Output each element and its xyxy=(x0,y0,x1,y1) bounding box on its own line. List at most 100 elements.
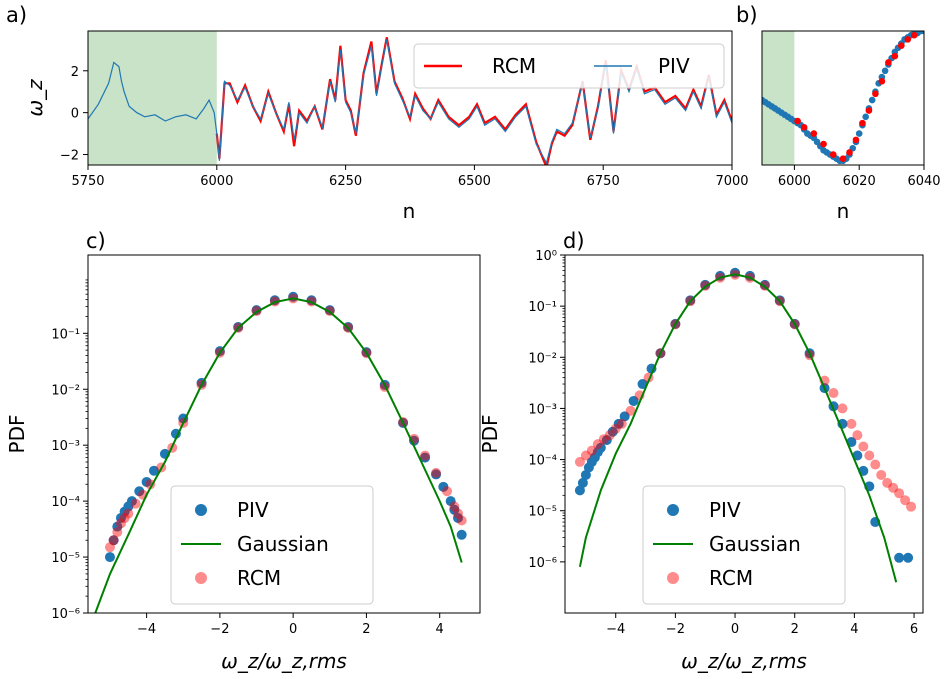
rcm-point xyxy=(592,439,603,450)
rcm-point xyxy=(898,42,905,49)
panel-c-ytick-label: 10⁻¹ xyxy=(51,327,80,342)
panel-d-ytick-label: 10⁻¹ xyxy=(528,300,557,315)
panel-b-frame xyxy=(761,30,925,166)
panel-b-xlabel: n xyxy=(837,199,850,223)
piv-point xyxy=(637,379,648,390)
panel-a: 5750 6000 6250 6500 6750 7000 −2 0 2 a) n ω_z RCM PIV xyxy=(6,3,749,223)
legend-piv-swatch xyxy=(667,504,679,516)
panel-d-plot xyxy=(574,267,917,583)
panel-d-ytick-label: 10⁻³ xyxy=(528,402,557,417)
gaussian-line xyxy=(578,273,898,583)
rcm-point xyxy=(625,405,636,416)
piv-point xyxy=(251,305,262,316)
panel-d-xlabel: ω_z/ω_z,rms xyxy=(681,649,807,673)
rcm-point xyxy=(610,423,621,434)
rcm-point xyxy=(864,450,875,461)
rcm-point xyxy=(453,508,464,519)
panel-a-xtick-label: 6250 xyxy=(329,174,362,189)
rcm-point xyxy=(885,59,892,66)
rcm-point xyxy=(859,119,866,127)
rcm-point xyxy=(872,90,879,98)
piv-point xyxy=(628,395,639,406)
rcm-point xyxy=(852,430,863,441)
panel-a-label: a) xyxy=(6,3,27,27)
panel-c-xtick-label: 0 xyxy=(289,622,297,637)
rcm-point xyxy=(910,31,918,39)
panel-d-ytick-label: 10⁻⁶ xyxy=(528,556,557,571)
legend-gaussian-label: Gaussian xyxy=(237,532,329,556)
panel-a-ytick-label: 0 xyxy=(71,107,79,122)
rcm-point xyxy=(852,136,860,144)
panel-c-legend: PIV Gaussian RCM xyxy=(170,485,374,605)
panel-d: −4 −2 0 2 4 6 10⁻⁶ 10⁻⁵ 10⁻⁴ 10⁻³ 10⁻² 10⁻¹ 10⁰ d) ω_z… xyxy=(478,229,924,673)
rcm-point xyxy=(123,508,134,519)
piv-line xyxy=(88,39,732,165)
panel-a-xtick-label: 5750 xyxy=(71,174,104,189)
rcm-point xyxy=(870,459,881,470)
rcm-point xyxy=(846,418,857,429)
rcm-point xyxy=(810,130,818,137)
panel-d-ytick-label: 10⁰ xyxy=(535,249,557,264)
legend-box xyxy=(413,43,725,89)
piv-point xyxy=(577,477,588,488)
rcm-point xyxy=(598,434,609,445)
piv-point xyxy=(881,67,889,75)
rcm-point xyxy=(115,518,126,529)
piv-point xyxy=(903,552,914,563)
panel-c-xtick-label: −2 xyxy=(210,622,229,637)
piv-point xyxy=(324,305,335,316)
rcm-point xyxy=(828,388,839,399)
piv-point xyxy=(868,96,876,104)
legend-rcm-label: RCM xyxy=(709,566,753,590)
rcm-point xyxy=(130,498,141,509)
legend-piv-label: PIV xyxy=(658,54,690,78)
rcm-point xyxy=(449,501,460,512)
legend-rcm-swatch xyxy=(667,572,679,584)
panel-b-xtick-label: 6000 xyxy=(778,174,811,189)
rcm-point xyxy=(616,418,627,429)
panel-b: 6000 6020 6040 b) n xyxy=(736,3,941,223)
piv-point xyxy=(894,552,905,563)
rcm-point xyxy=(876,469,887,480)
panel-c-ytick-label: 10⁻² xyxy=(51,383,80,398)
rcm-point xyxy=(456,515,467,526)
rcm-point xyxy=(900,495,911,506)
panel-a-ylabel: ω_z xyxy=(23,79,47,117)
panel-b-plot xyxy=(762,31,924,165)
rcm-point xyxy=(119,512,130,523)
panel-c-ytick-label: 10⁻⁴ xyxy=(51,495,80,510)
panel-d-ytick-label: 10⁻⁵ xyxy=(528,505,557,520)
piv-point xyxy=(862,113,869,121)
legend-box xyxy=(170,485,374,605)
piv-point xyxy=(855,130,863,137)
panel-c-xtick-label: 4 xyxy=(436,622,444,637)
piv-point xyxy=(613,418,624,429)
panel-b-xtick-label: 6040 xyxy=(907,174,940,189)
panel-c-plot xyxy=(94,291,467,613)
rcm-point xyxy=(839,155,847,163)
panel-d-xtick-label: −2 xyxy=(666,622,685,637)
panel-d-ytick-label: 10⁻² xyxy=(528,351,557,366)
piv-point xyxy=(852,450,863,461)
panel-b-xtick-label: 6020 xyxy=(843,174,876,189)
rcm-point xyxy=(420,450,431,461)
panel-b-label: b) xyxy=(736,3,758,27)
piv-point xyxy=(141,476,152,487)
legend-rcm-label: RCM xyxy=(492,54,536,78)
panel-c-xtick-label: 2 xyxy=(362,622,370,637)
legend-piv-label: PIV xyxy=(237,498,269,522)
rcm-point xyxy=(858,441,869,452)
piv-point xyxy=(700,279,711,290)
shaded-region xyxy=(762,31,795,165)
panel-d-xtick-label: −4 xyxy=(606,622,625,637)
piv-point xyxy=(445,496,456,507)
rcm-point xyxy=(112,527,123,538)
rcm-point xyxy=(837,403,848,414)
panel-d-ylabel: PDF xyxy=(478,415,502,454)
rcm-point xyxy=(906,501,917,512)
rcm-point xyxy=(904,36,912,43)
rcm-point xyxy=(574,456,585,467)
panel-d-xtick-label: 2 xyxy=(791,622,799,637)
rcm-point xyxy=(820,140,827,148)
